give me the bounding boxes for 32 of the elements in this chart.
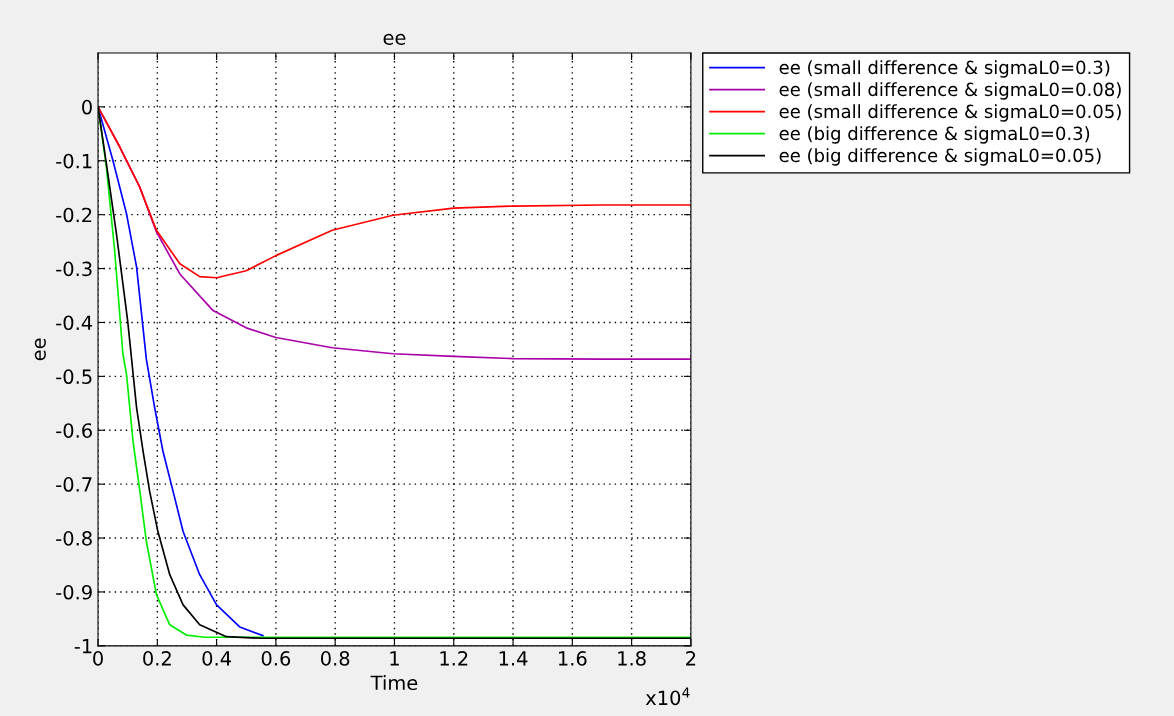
legend-label: ee (small difference & sigmaL0=0.08) [779,82,1121,100]
x-tick-label: 0.6 [261,651,291,666]
x-tick-label: 0 [93,651,103,666]
x-tick-label: 0.8 [321,651,350,666]
line-series [98,106,691,279]
y-tick-label: -0.2 [56,207,92,223]
x-tick-label: 2 [686,651,696,666]
x-axis-title: Time [370,675,418,691]
x-tick-label: 1 [390,651,399,666]
x-tick-label: 0.4 [202,651,231,666]
y-tick-label: -0.7 [56,477,92,492]
y-tick-label: -0.4 [56,315,93,331]
legend-label: ee (big difference & sigmaL0=0.3) [779,126,1090,144]
x-tick-label: 1.2 [440,651,468,666]
y-tick-label: -0.6 [56,423,92,438]
y-tick-label: -1 [74,639,92,654]
y-tick-label: -0.3 [56,261,92,277]
y-tick-label: -0.5 [56,369,92,385]
x-tick-label: 1.6 [559,651,587,666]
x-tick-label: 1.8 [618,651,646,666]
legend-label: ee (small difference & sigmaL0=0.05) [779,104,1121,122]
y-tick-label: 0 [82,99,92,115]
y-tick-label: -0.8 [56,531,92,546]
y-tick-label: -0.1 [56,153,92,169]
x-tick-label: 1.4 [499,651,528,666]
y-axis-title: ee [34,338,46,361]
legend-label: ee (big difference & sigmaL0=0.05) [779,148,1101,166]
chart-title: ee [383,33,406,45]
y-tick-label: -0.9 [56,584,92,600]
legend-label: ee (small difference & sigmaL0=0.3) [779,60,1110,78]
x-tick-label: 0.2 [143,651,171,666]
text: x10$^{4}$ [645,687,690,706]
